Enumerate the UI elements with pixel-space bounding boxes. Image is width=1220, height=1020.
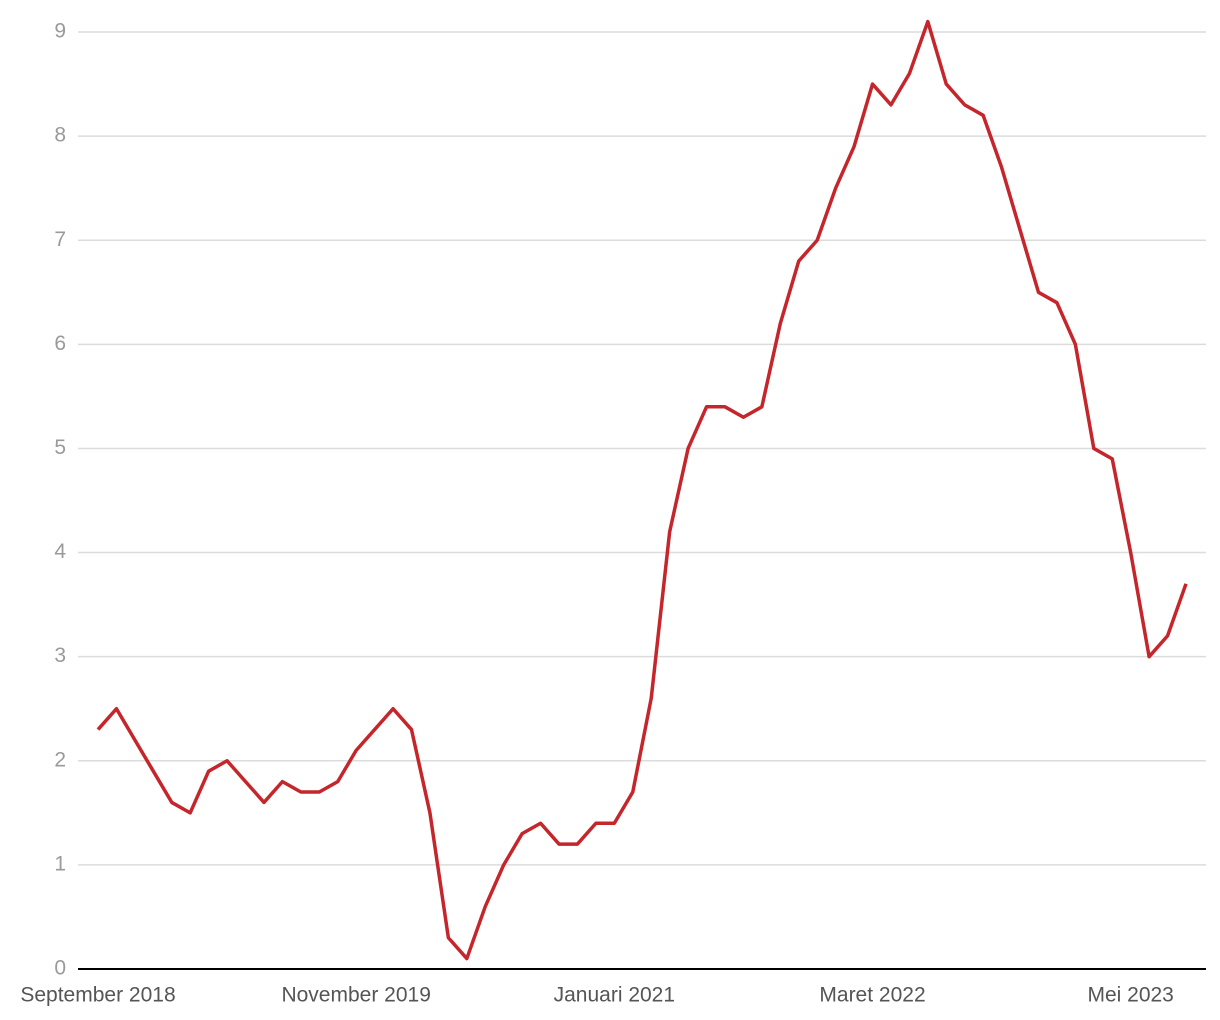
y-tick-label: 2 xyxy=(54,748,66,771)
y-tick-label: 4 xyxy=(54,540,66,563)
y-tick-label: 0 xyxy=(54,957,66,980)
data-line xyxy=(96,19,1188,961)
y-tick-label: 1 xyxy=(54,852,66,875)
x-tick-label: September 2018 xyxy=(20,984,175,1007)
x-tick-label: November 2019 xyxy=(281,984,430,1007)
y-tick-label: 9 xyxy=(54,20,66,43)
x-tick-label: Mei 2023 xyxy=(1087,984,1173,1007)
y-tick-label: 7 xyxy=(54,228,66,251)
x-tick-label: Januari 2021 xyxy=(554,984,675,1007)
y-tick-label: 5 xyxy=(54,436,66,459)
y-tick-label: 8 xyxy=(54,124,66,147)
y-tick-label: 3 xyxy=(54,644,66,667)
x-tick-label: Maret 2022 xyxy=(819,984,925,1007)
y-tick-label: 6 xyxy=(54,332,66,355)
